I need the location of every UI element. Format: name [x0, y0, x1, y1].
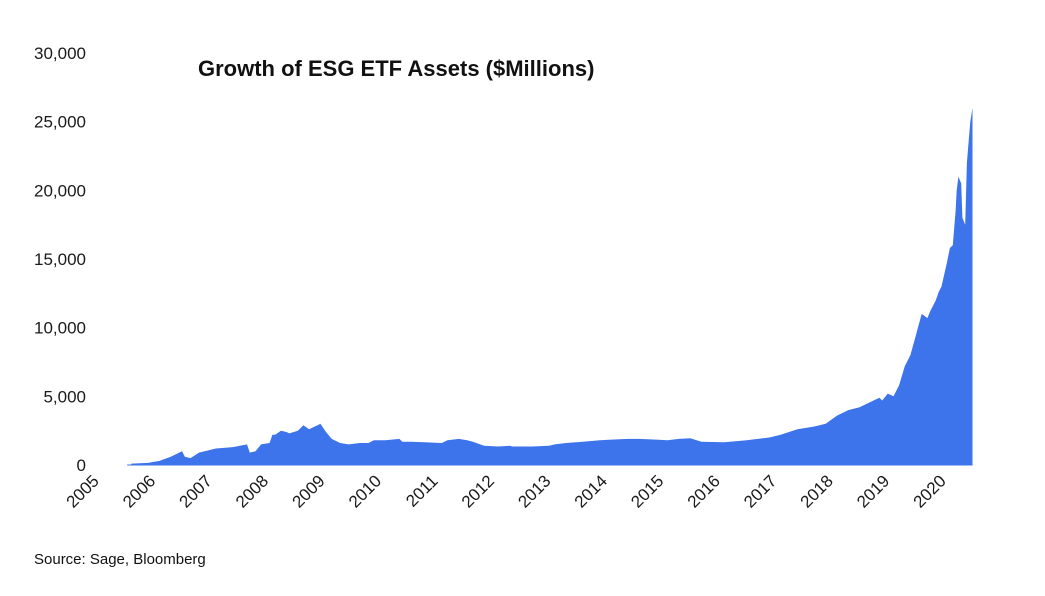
plot-area [127, 107, 973, 466]
x-tick-label: 2010 [345, 471, 385, 511]
x-tick-label: 2013 [514, 471, 554, 511]
source-note: Source: Sage, Bloomberg [34, 551, 206, 568]
x-tick-label: 2016 [684, 471, 724, 511]
x-axis: 2005 2006 2007 2008 2009 2010 2011 2012 2013 2014… [63, 471, 950, 511]
y-tick-label: 30,000 [34, 44, 86, 63]
x-tick-label: 2006 [119, 471, 159, 511]
y-tick-label: 0 [77, 456, 86, 475]
x-tick-label: 2009 [288, 471, 328, 511]
y-tick-label: 15,000 [34, 250, 86, 269]
x-tick-label: 2008 [232, 471, 272, 511]
y-tick-label: 5,000 [43, 387, 86, 406]
x-tick-label: 2012 [458, 471, 498, 511]
x-tick-label: 2015 [627, 471, 667, 511]
x-tick-label: 2005 [63, 471, 103, 511]
chart-title: Growth of ESG ETF Assets ($Millions) [198, 56, 594, 81]
y-tick-label: 25,000 [34, 113, 86, 132]
x-tick-label: 2014 [571, 471, 611, 511]
x-tick-label: 2011 [402, 471, 441, 510]
y-tick-label: 20,000 [34, 181, 86, 200]
y-tick-label: 10,000 [34, 319, 86, 338]
x-tick-label: 2019 [853, 471, 893, 511]
x-tick-label: 2007 [176, 471, 216, 511]
x-tick-label: 2020 [910, 471, 950, 511]
y-axis: 0 5,000 10,000 15,000 20,000 25,000 30,000 [34, 44, 86, 475]
area-series [131, 107, 973, 466]
x-tick-label: 2018 [797, 471, 837, 511]
x-tick-label: 2017 [740, 471, 780, 511]
